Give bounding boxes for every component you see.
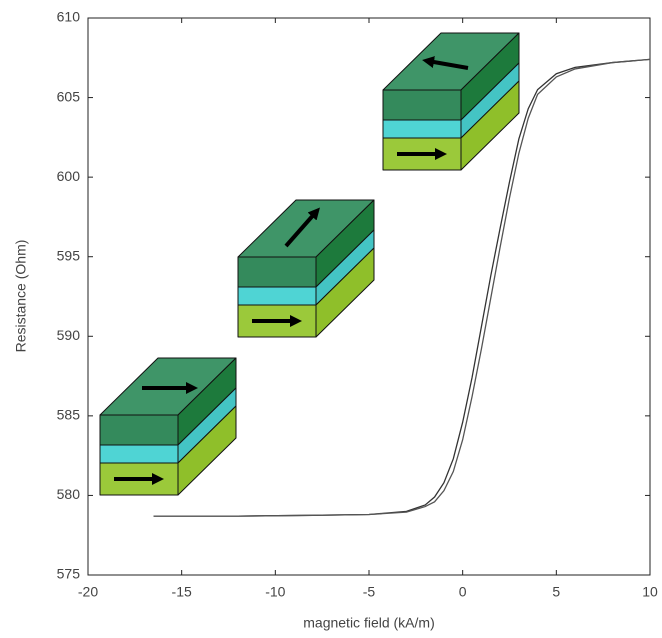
data-line [153,58,651,517]
y-tick-label: 600 [57,168,81,184]
x-tick-label: -10 [265,584,285,600]
y-tick-label: 605 [57,88,81,104]
x-tick-label: 0 [459,584,467,600]
y-tick-label: 575 [57,566,81,582]
y-tick-label: 580 [57,486,81,502]
illustration-parallel [100,358,236,495]
y-tick-label: 590 [57,327,81,343]
x-tick-label: 5 [552,584,560,600]
illustration-antiparallel [383,33,519,170]
x-tick-label: -5 [363,584,376,600]
y-tick-label: 610 [57,9,81,25]
y-tick-label: 585 [57,407,81,423]
x-tick-label: -15 [172,584,192,600]
illustration-intermediate [238,200,374,337]
x-tick-label: -20 [78,584,98,600]
x-axis-title: magnetic field (kA/m) [303,615,434,631]
y-axis-title: Resistance (Ohm) [13,240,29,353]
x-tick-label: 10 [642,584,658,600]
y-tick-label: 595 [57,247,81,263]
